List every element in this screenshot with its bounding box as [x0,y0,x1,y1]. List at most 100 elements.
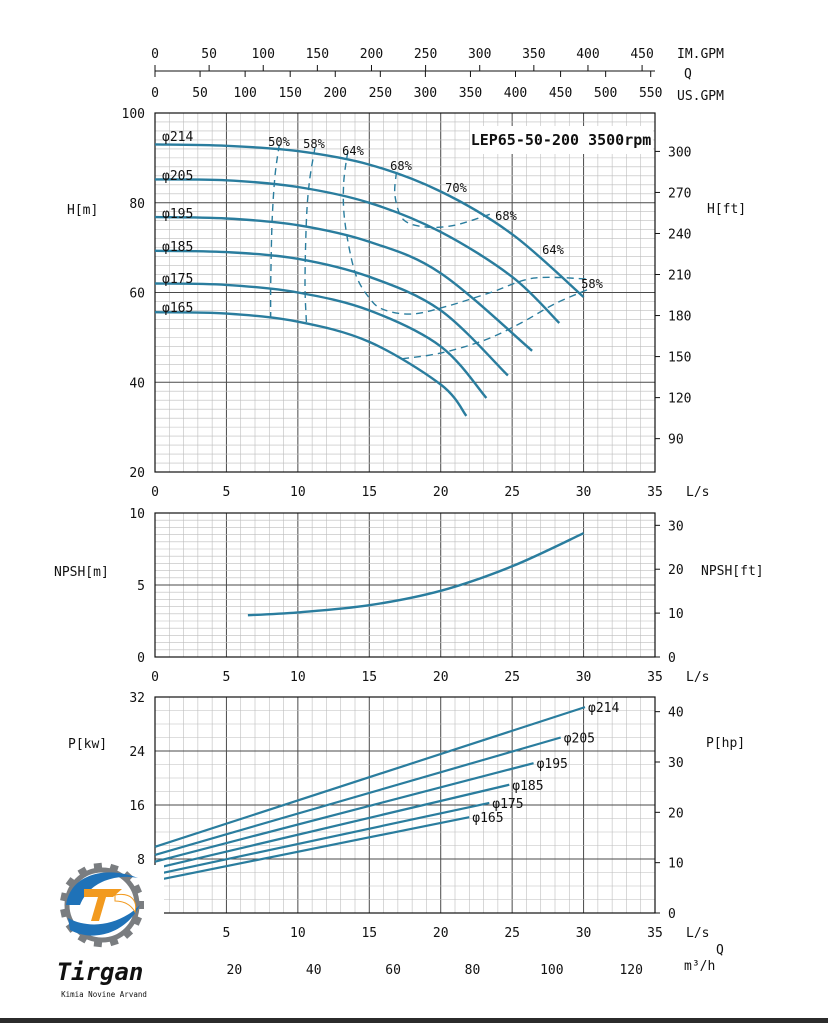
impeller-diameter-label: φ205 [162,169,193,184]
y2-axis-label: NPSH[ft] [701,564,764,579]
power-curve [154,801,490,876]
x-tick-label: 15 [361,926,377,941]
x-axis-label: L/s [686,670,709,685]
y-tick-label: 8 [137,853,145,868]
efficiency-line [401,288,590,360]
us-gpm-tick-label: 350 [459,86,482,101]
y2-tick-label: 210 [668,269,691,284]
power-curve-label: φ214 [588,701,619,716]
y2-tick-label: 0 [668,907,676,922]
head-curve [154,178,561,324]
us-gpm-tick-label: 400 [504,86,527,101]
x-tick-label: 20 [433,485,449,500]
npsh-grid [154,512,656,658]
logo-swoosh-icon [68,905,140,936]
m3h-tick-label: 20 [227,963,243,978]
us-gpm-tick-label: 450 [549,86,572,101]
im-gpm-tick-label: 400 [576,47,599,62]
efficiency-label: 68% [390,159,412,173]
x-tick-label: 15 [361,485,377,500]
m3h-tick-label: 40 [306,963,322,978]
bottom-border [0,1018,828,1023]
impeller-diameter-label: φ175 [162,272,193,287]
efficiency-line [342,151,588,315]
im-gpm-tick-label: 50 [201,47,217,62]
power-frame [154,696,656,914]
y-tick-label: 60 [129,287,145,302]
x-tick-label: 30 [576,670,592,685]
chart-title: LEP65-50-200 3500rpm [471,131,652,149]
im-gpm-tick-label: 0 [151,47,159,62]
x-axis-label: L/s [686,485,709,500]
us-gpm-tick-label: 200 [324,86,347,101]
power-curve [154,783,510,870]
y2-tick-label: 20 [668,806,684,821]
power-curve [154,816,470,882]
impeller-diameter-label: φ214 [162,130,193,145]
y-axis-label: H[m] [67,203,98,218]
power-curve-label: φ195 [537,757,568,772]
x-tick-label: 0 [151,485,159,500]
power-curve [154,762,534,863]
power-grid [154,696,656,914]
power-curve-label: φ175 [492,797,523,812]
us-gpm-tick-label: 100 [233,86,256,101]
x-tick-label: 10 [290,670,306,685]
us-gpm-tick-label: 300 [414,86,437,101]
power-curve [154,736,562,857]
us-gpm-tick-label: 500 [594,86,617,101]
y2-tick-label: 0 [668,651,676,666]
x-tick-label: 25 [504,485,520,500]
x-tick-label: 20 [433,670,449,685]
y2-tick-label: 90 [668,433,684,448]
im-gpm-tick-label: 150 [306,47,329,62]
y-tick-label: 40 [129,376,145,391]
us-gpm-tick-label: 0 [151,86,159,101]
x-tick-label: 5 [223,926,231,941]
y2-tick-label: 120 [668,392,691,407]
y-tick-label: 100 [122,107,145,122]
y2-tick-label: 300 [668,145,691,160]
y2-tick-label: 10 [668,857,684,872]
y2-tick-label: 30 [668,756,684,771]
y-tick-label: 20 [129,466,145,481]
im-gpm-tick-label: 300 [468,47,491,62]
npsh-curve [247,532,585,617]
y2-tick-label: 150 [668,351,691,366]
efficiency-label: 70% [445,181,467,195]
y-tick-label: 10 [129,507,145,522]
y2-tick-label: 180 [668,310,691,325]
y2-tick-label: 10 [668,607,684,622]
x-tick-label: 35 [647,670,663,685]
x-tick-label: 20 [433,926,449,941]
head-frame [154,112,656,473]
x-axis-label: L/s [686,926,709,941]
x-tick-label: 30 [576,485,592,500]
us-gpm-tick-label: 250 [369,86,392,101]
y-tick-label: 80 [129,197,145,212]
y2-axis-label: P[hp] [706,736,745,751]
x-tick-label: 25 [504,670,520,685]
logo-letter-t-icon [84,889,122,921]
head-curve [154,249,509,377]
x-tick-label: 15 [361,670,377,685]
head-curve [154,215,533,352]
im-gpm-tick-label: 100 [251,47,274,62]
efficiency-label: 58% [581,277,603,291]
y-axis-label: P[kw] [68,737,107,752]
y2-tick-label: 20 [668,563,684,578]
impeller-diameter-label: φ185 [162,240,193,255]
x-tick-label: 0 [151,670,159,685]
head-curve [154,311,468,417]
x-tick-label: 30 [576,926,592,941]
x-tick-label: 35 [647,485,663,500]
m3h-tick-label: 120 [619,963,642,978]
us-gpm-label: US.GPM [677,89,724,104]
efficiency-label: 64% [542,243,564,257]
head-grid [154,112,656,473]
us-gpm-tick-label: 150 [278,86,301,101]
im-gpm-tick-label: 350 [522,47,545,62]
bottom-q-label: Q [716,943,724,958]
x-tick-label: 10 [290,926,306,941]
